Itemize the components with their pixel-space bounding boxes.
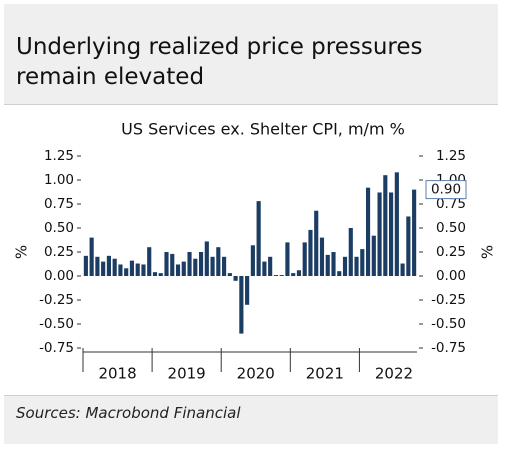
bar [141,264,146,276]
y2-tick-label: -0.25 [431,292,466,308]
bar [389,192,394,276]
bar [227,273,232,276]
bar [377,192,382,276]
title: Underlying realized price pressures rema… [16,34,423,90]
bar [354,256,359,276]
bar [170,253,175,276]
bar [412,189,417,276]
bar [245,276,250,305]
bar [118,264,123,276]
bar [193,258,198,276]
bar [337,271,342,276]
bar [383,175,388,276]
y2-tick-label: -0.50 [431,316,466,332]
bar [394,172,399,276]
chart-title: US Services ex. Shelter CPI, m/m % [121,120,405,139]
bar [158,273,163,276]
bar [95,256,100,276]
bar [348,228,353,276]
y2-axis-label: % [479,245,497,259]
x-tick-label: 2021 [306,365,344,383]
bar [279,275,284,276]
bar [291,273,296,276]
y-tick-label: -0.75 [39,340,74,356]
y2-tick-label: 0.75 [436,196,466,212]
bar [210,256,215,276]
value-label: 0.90 [431,182,461,198]
bar [342,256,348,276]
bar [302,242,307,276]
y-tick-label: 0.00 [44,268,74,284]
bar [83,255,88,276]
bar [314,210,319,276]
y2-tick-label: 0.25 [436,244,466,260]
bar [112,258,117,276]
bar [89,237,94,276]
y-tick-label: 1.00 [44,172,74,188]
value-label-box [425,180,467,200]
bar [187,252,192,276]
bar [204,241,209,276]
bar [268,256,273,276]
bar [233,276,238,281]
bar [406,216,411,276]
bar [106,255,111,276]
bar [331,252,336,276]
x-tick-label: 2018 [98,365,136,383]
x-tick-label: 2019 [168,365,206,383]
bar [129,260,135,276]
bar [308,229,313,276]
bar [256,201,261,276]
bar [181,261,186,276]
y-tick-label: -0.50 [39,316,74,332]
bar [365,187,371,276]
y-tick-label: 0.75 [44,196,74,212]
y-tick-label: 0.50 [44,220,74,236]
bar [400,263,405,276]
y-tick-label: 0.25 [44,244,74,260]
bar [135,263,140,276]
y2-tick-label: 1.25 [436,148,466,164]
bar [250,245,255,276]
y2-tick-label: 0.50 [436,220,466,236]
y2-tick-label: -0.75 [431,340,466,356]
bar [285,242,290,276]
bar [371,235,376,276]
source: Sources: Macrobond Financial [16,404,241,422]
bar [360,249,365,276]
bar [262,261,267,276]
y-tick-label: -0.25 [39,292,74,308]
y-tick-label: 1.25 [44,148,74,164]
bar [296,270,302,276]
header: Underlying realized price pressures rema… [4,4,498,105]
bar [198,252,204,276]
x-tick-label: 2022 [375,365,413,383]
x-tick-label: 2020 [237,365,275,383]
bar [175,264,181,276]
bar [239,276,244,334]
bar [101,261,106,276]
chart: US Services ex. Shelter CPI, m/m % % % 1… [13,120,497,383]
bar [319,237,325,276]
bar [152,272,158,276]
bar [124,268,129,276]
footer: Sources: Macrobond Financial [4,395,498,444]
y2-tick-label: 0.00 [436,268,466,284]
bar [164,252,169,276]
y-axis-label: % [13,245,31,259]
bar [273,275,278,276]
bar [325,254,330,276]
bar [222,256,227,276]
bar [147,247,152,276]
bar [216,247,221,276]
